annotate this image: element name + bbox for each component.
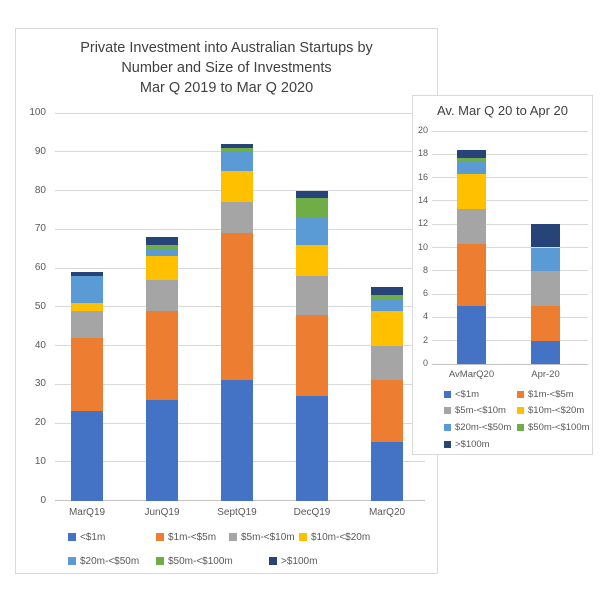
- inset-chart-panel: [412, 95, 593, 455]
- main-chart-panel: [15, 28, 438, 574]
- main-chart-title-line3: Mar Q 2019 to Mar Q 2020: [139, 80, 314, 96]
- main-chart-title: Private Investment into Australian Start…: [20, 38, 433, 98]
- main-chart-title-line1: Private Investment into Australian Start…: [80, 40, 373, 56]
- main-chart-title-line2: Number and Size of Investments: [121, 60, 332, 76]
- inset-chart-title: Av. Mar Q 20 to Apr 20: [436, 103, 569, 118]
